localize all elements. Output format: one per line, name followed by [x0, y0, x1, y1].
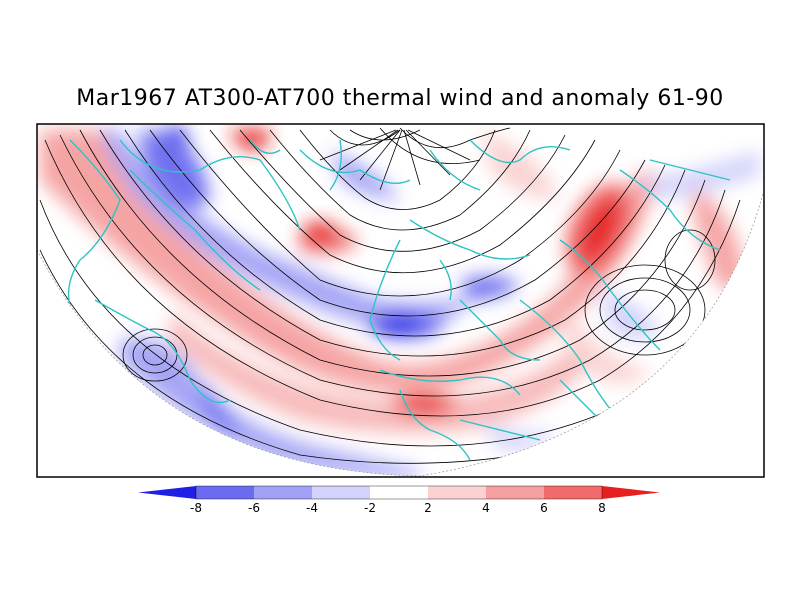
colorbar-tick-label: 8 [598, 501, 606, 515]
colorbar-tick-label: -2 [364, 501, 376, 515]
colorbar-arrow-high [602, 486, 660, 499]
hemisphere-edge [37, 189, 764, 477]
anomaly-shading [40, 126, 760, 476]
colorbar-outline [195, 485, 603, 500]
colorbar-tick-label: -6 [248, 501, 260, 515]
map-title: Mar1967 AT300-AT700 thermal wind and ano… [76, 86, 724, 111]
colorbar-segment [428, 486, 486, 499]
colorbar-segment [486, 486, 544, 499]
colorbar-segment [254, 486, 312, 499]
colorbar-segment [312, 486, 370, 499]
colorbar-segment [196, 486, 254, 499]
colorbar-segment [544, 486, 602, 499]
colorbar-tick-label: 4 [482, 501, 490, 515]
map-plot-area [37, 124, 764, 477]
colorbar: -8 -6 -4 -2 2 4 6 8 [138, 485, 660, 515]
colorbar-tick-label: -8 [190, 501, 202, 515]
colorbar-arrow-low [138, 486, 196, 499]
map-frame [36, 123, 765, 478]
colorbar-tick-label: 6 [540, 501, 548, 515]
colorbar-tick-label: 2 [424, 501, 432, 515]
colorbar-tick-label: -4 [306, 501, 318, 515]
coastlines [67, 139, 731, 461]
colorbar-segment [370, 486, 428, 499]
